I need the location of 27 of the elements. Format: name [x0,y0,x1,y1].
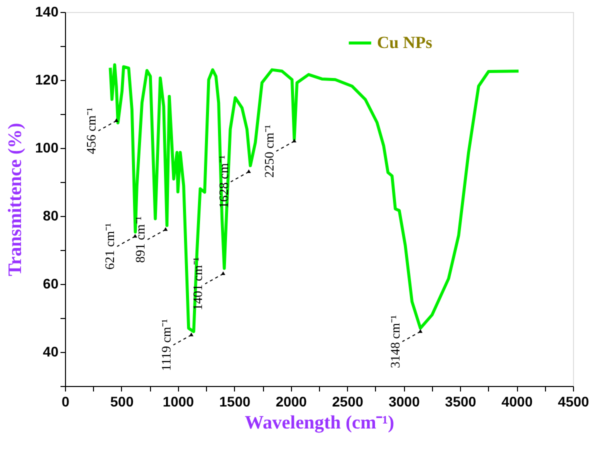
y-tick-label: 100 [35,140,59,156]
x-axis-title: Wavelength (cm⁻¹) [244,412,394,434]
x-tick-label: 3500 [445,394,476,410]
annotation: 1628 cm⁻¹ [216,155,231,208]
x-tick-label: 4000 [501,394,533,410]
x-tick-label: 500 [110,394,134,410]
annotation: 1401 cm⁻¹ [190,257,206,310]
y-axis-title: Transmittence (%) [5,122,26,276]
annotation: 621 cm⁻¹ [102,223,118,270]
y-tick-label: 80 [42,208,59,224]
annotation: 456 cm⁻¹ [83,107,98,154]
x-tick-label: 0 [62,394,70,410]
x-tick-label: 4500 [558,394,590,410]
annotation: 891 cm⁻¹ [132,216,148,263]
annotation: 3148 cm⁻¹ [387,314,402,368]
y-tick-label: 60 [42,276,59,292]
x-tick-label: 1500 [219,394,251,410]
x-tick-label: 1000 [162,394,194,410]
x-tick-label: 2500 [332,394,364,410]
y-tick-label: 120 [35,72,59,88]
x-tick-label: 2000 [276,394,308,410]
legend-label: Cu NPs [377,33,433,52]
y-tick-label: 40 [42,344,59,360]
annotation: 1119 cm⁻¹ [158,318,174,372]
annotation: 2250 cm⁻¹ [261,124,276,178]
y-tick-label: 140 [35,4,59,20]
x-tick-label: 3000 [388,394,420,410]
